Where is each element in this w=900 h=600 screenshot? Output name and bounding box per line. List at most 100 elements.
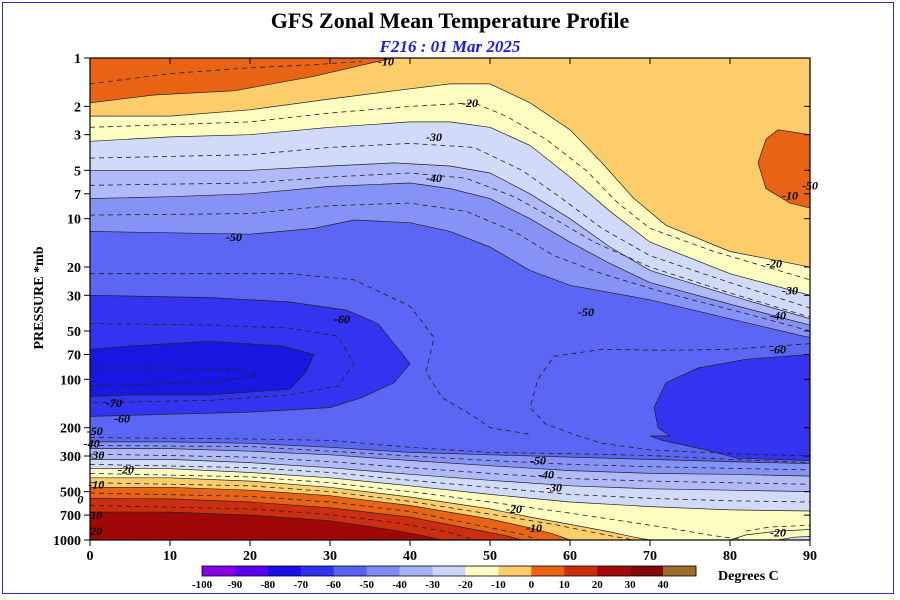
contour-label-18: -20: [118, 463, 134, 477]
dashed-isotherm-5: [90, 273, 531, 435]
contour-fills: [89, 57, 811, 541]
contour-label-6: -50: [578, 305, 594, 319]
dashed-isotherm-10: [89, 445, 811, 471]
colorbar-swatch: [300, 566, 335, 576]
contour-lines: [89, 61, 811, 541]
contour-label-9: -30: [782, 284, 798, 298]
contour-label-20: 0: [77, 493, 83, 507]
dashed-isotherm-11: [89, 453, 811, 485]
y-tick-label: 300: [60, 450, 81, 465]
contour-label-2: -30: [426, 130, 442, 144]
colorbar-level-label: -70: [293, 579, 308, 591]
colorbar-level-label: -60: [326, 579, 341, 591]
colorbar-swatch: [498, 566, 532, 576]
contour-label-25: -30: [546, 480, 562, 494]
figure-frame: [2, 2, 894, 594]
x-tick-label: 0: [87, 549, 94, 564]
contour-label-24: -40: [538, 467, 554, 481]
contour-label-1: -20: [462, 96, 478, 110]
dashed-isotherm-6: [89, 323, 355, 404]
contour-label-14: -60: [114, 411, 130, 425]
colorbar-level-label: -90: [228, 579, 243, 591]
x-tick-label: 50: [483, 549, 497, 564]
y-tick-label: 100: [60, 373, 81, 388]
colorbar-level-label: -40: [392, 579, 407, 591]
dashed-isotherm-14: [89, 482, 635, 541]
colorbar-level-label: -50: [359, 579, 374, 591]
x-axis-ticks: 0 10 20 30 40 50 60 70 80 90: [87, 58, 817, 564]
contour-label-5: -60: [334, 312, 350, 326]
contour-label-23: -50: [530, 453, 546, 467]
contour-label-7: -60: [770, 342, 786, 356]
dashed-isotherm-15: [89, 492, 539, 541]
dashed-isotherm-8: [529, 343, 811, 457]
colorbar-level-label: 10: [559, 579, 571, 591]
dashed-isotherm-4: [89, 202, 811, 332]
contour-label-17: -30: [88, 448, 104, 462]
region-m70-m60-polar: [649, 354, 811, 461]
colorbar: -100 -90 -80 -70 -60 -50 -40 -30 -20 -10 0 10 20 30 40: [192, 565, 697, 591]
contour-label-4: -50: [226, 230, 242, 244]
colorbar-swatch: [399, 566, 433, 576]
y-tick-label: 700: [60, 509, 81, 524]
colorbar-level-label: -30: [425, 579, 440, 591]
colorbar-level-label: 0: [529, 579, 535, 591]
contour-label-8: -20: [766, 256, 782, 270]
contour-label-27: -10: [526, 521, 542, 535]
colorbar-border: [201, 565, 697, 577]
colorbar-swatch: [531, 566, 565, 576]
y-tick-label: 30: [67, 289, 81, 304]
y-tick-label: 5: [74, 164, 81, 179]
colorbar-swatch: [234, 566, 269, 576]
colorbar-swatch: [267, 566, 302, 576]
y-tick-label: 200: [60, 422, 81, 437]
contour-label-26: -20: [506, 502, 522, 516]
colorbar-unit-label: Degrees C: [718, 569, 779, 584]
colorbar-level-label: -20: [458, 579, 473, 591]
colorbar-swatch: [465, 566, 499, 576]
contour-label-28: -20: [770, 526, 786, 540]
y-tick-label: 20: [67, 261, 81, 276]
colorbar-level-label: -10: [491, 579, 506, 591]
plot-border: [89, 57, 811, 541]
y-tick-label: 7: [74, 188, 81, 203]
colorbar-swatch: [432, 566, 466, 576]
colorbar-level-label: 30: [625, 579, 637, 591]
y-tick-label: 70: [67, 348, 81, 363]
dashed-isotherm-9: [89, 437, 811, 463]
contour-label-15: -50: [87, 424, 103, 438]
contour-label-21: 10: [90, 508, 102, 522]
x-tick-label: 10: [163, 549, 177, 564]
y-tick-label: 1: [74, 52, 81, 67]
contour-label-16: -40: [84, 436, 100, 450]
x-tick-label: 60: [563, 549, 577, 564]
region-0-10-polar: [757, 129, 811, 209]
colorbar-level-label: -80: [261, 579, 276, 591]
colorbar-swatch: [333, 566, 367, 576]
colorbar-swatch: [630, 566, 664, 576]
contour-label-3: -40: [426, 171, 442, 185]
dashed-isotherm-7: [89, 367, 260, 387]
x-tick-label: 80: [723, 549, 737, 564]
colorbar-swatch: [366, 566, 400, 576]
colorbar-swatch: [564, 566, 598, 576]
x-tick-label: 20: [243, 549, 257, 564]
y-tick-label: 1000: [53, 534, 81, 549]
contour-label-13: -70: [106, 396, 122, 410]
contour-label-19: -10: [88, 477, 104, 491]
colorbar-swatch: [663, 566, 697, 576]
contour-label-0: -10: [378, 54, 394, 68]
x-tick-label: 40: [403, 549, 417, 564]
contour-label-11: -10: [782, 189, 798, 203]
x-tick-label: 70: [643, 549, 657, 564]
colorbar-level-label: -100: [192, 579, 213, 591]
x-tick-label: 30: [323, 549, 337, 564]
y-tick-label: 500: [60, 486, 81, 501]
colorbar-level-label: 40: [658, 579, 670, 591]
contour-label-22: 20: [89, 524, 102, 538]
colorbar-swatch: [597, 566, 631, 576]
y-tick-label: 10: [67, 213, 81, 228]
x-tick-label: 90: [803, 549, 817, 564]
